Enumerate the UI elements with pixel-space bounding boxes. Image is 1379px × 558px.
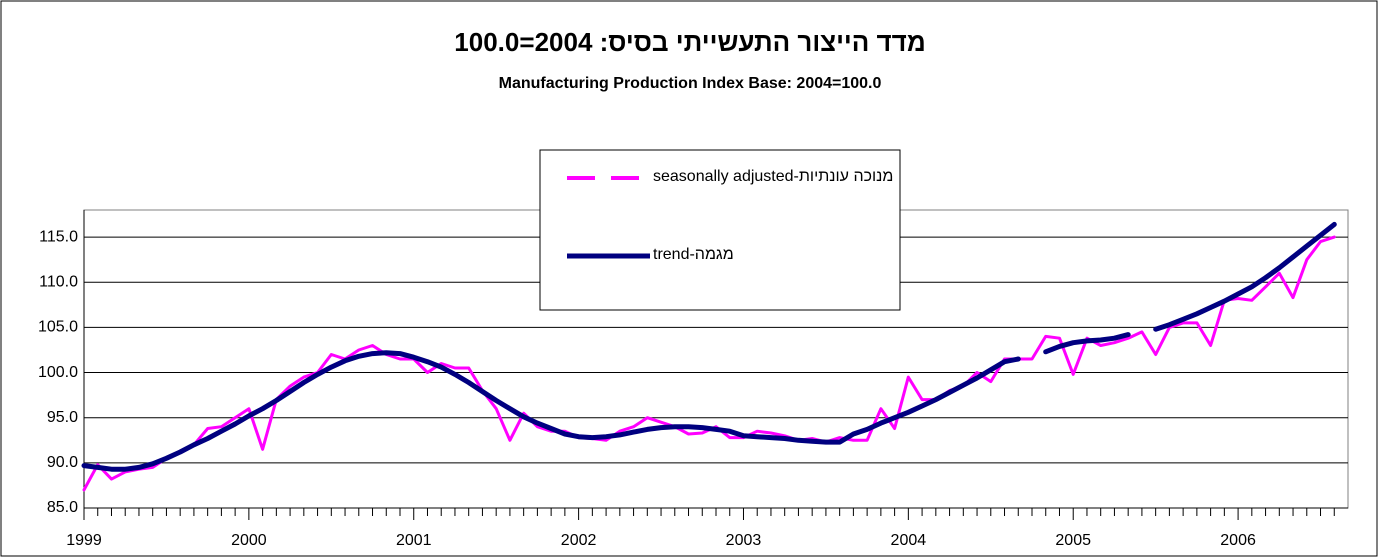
x-tick-label: 2002: [561, 532, 597, 549]
y-tick-label: 105.0: [38, 319, 78, 336]
x-tick-label: 2006: [1220, 532, 1256, 549]
legend-label: מגמה-trend: [653, 246, 734, 263]
chart-subtitle: Manufacturing Production Index Base: 200…: [499, 75, 882, 92]
y-tick-label: 100.0: [38, 364, 78, 381]
x-tick-label: 2004: [891, 532, 927, 549]
legend-label: מנוכה עונתיות-seasonally adjusted: [653, 168, 894, 185]
chart-title: מדד הייצור התעשייתי בסיס: 2004=100.0: [454, 27, 925, 57]
x-tick-label: 2005: [1055, 532, 1091, 549]
y-tick-label: 110.0: [39, 273, 78, 290]
x-tick-label: 2000: [231, 532, 267, 549]
legend: [539, 149, 901, 311]
y-tick-label: 95.0: [47, 409, 78, 426]
x-tick-label: 2003: [726, 532, 762, 549]
x-tick-label: 2001: [396, 532, 432, 549]
y-tick-label: 85.0: [47, 499, 78, 516]
y-tick-label: 90.0: [47, 454, 78, 471]
y-tick-label: 115.0: [39, 228, 78, 245]
x-tick-label: 1999: [66, 532, 102, 549]
series-line: [81, 221, 1337, 472]
